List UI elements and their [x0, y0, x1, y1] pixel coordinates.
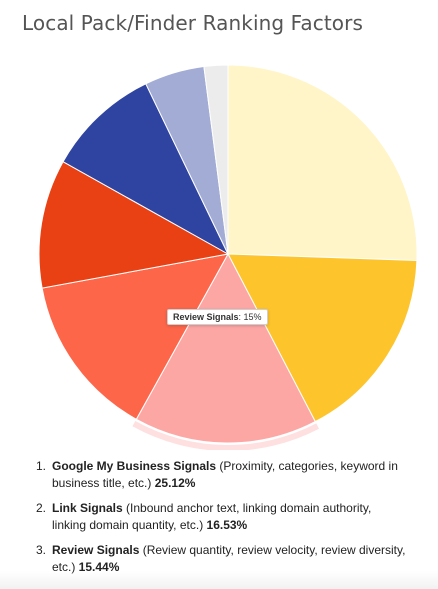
list-item-percent: 16.53% — [206, 518, 248, 532]
bottom-fade — [0, 571, 438, 589]
list-item: 1. Google My Business Signals (Proximity,… — [36, 458, 408, 492]
ranking-factors-list: 1. Google My Business Signals (Proximity,… — [36, 458, 408, 584]
list-item-name: Review Signals — [52, 543, 140, 557]
list-item-description: (Review quantity, review velocity, revie… — [52, 543, 406, 574]
list-item-description: (Proximity, categories, keyword in busin… — [52, 459, 398, 490]
pie-slice-1[interactable] — [227, 64, 418, 262]
list-item-percent: 25.12% — [154, 476, 196, 490]
pie-slice-6[interactable] — [62, 83, 230, 256]
pie-chart[interactable] — [0, 0, 438, 450]
list-item: 3. Review Signals (Review quantity, revie… — [36, 542, 408, 576]
slice-tooltip: Review Signals: 15% — [167, 309, 268, 325]
list-number: 1. — [36, 459, 47, 473]
list-item-name: Google My Business Signals — [52, 459, 217, 473]
tooltip-value: 15% — [243, 312, 262, 322]
tooltip-name: Review Signals — [173, 312, 239, 322]
pie-slice-8[interactable] — [203, 64, 229, 255]
list-number: 2. — [36, 501, 47, 515]
list-number: 3. — [36, 543, 47, 557]
pie-slice-4[interactable] — [41, 253, 229, 420]
tooltip-separator: : — [238, 312, 244, 322]
pie-slice-5[interactable] — [38, 161, 230, 289]
pie-slice-2[interactable] — [227, 253, 418, 423]
list-item-percent: 15.44% — [78, 560, 120, 574]
chart-title: Local Pack/Finder Ranking Factors — [22, 11, 363, 35]
list-item-description: (Inbound anchor text, linking domain aut… — [52, 501, 372, 532]
list-item-name: Link Signals — [52, 501, 123, 515]
pie-slice-highlight — [132, 421, 320, 450]
list-item: 2. Link Signals (Inbound anchor text, lin… — [36, 500, 408, 534]
pie-slice-3[interactable] — [135, 252, 316, 444]
